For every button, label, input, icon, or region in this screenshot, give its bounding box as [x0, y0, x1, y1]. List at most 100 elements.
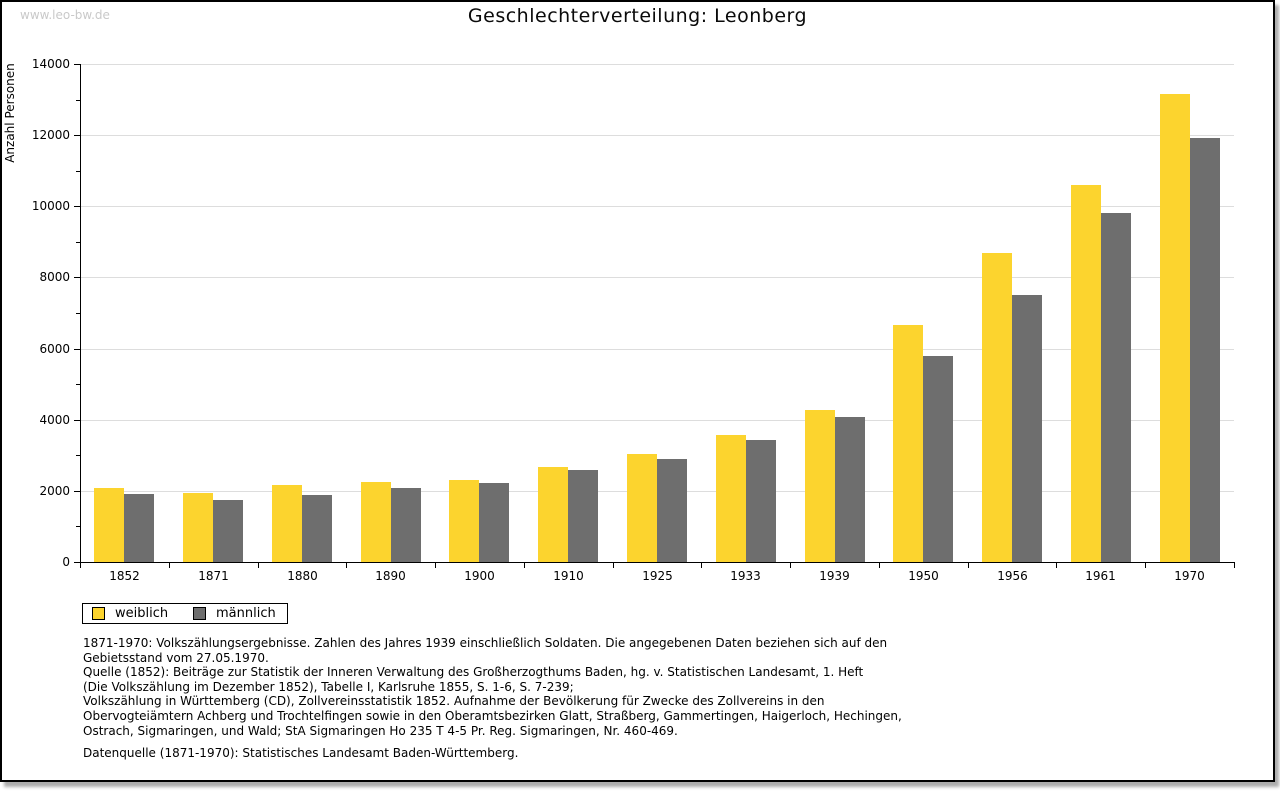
- x-tick-label-1900: 1900: [464, 569, 495, 583]
- x-tick-label-1933: 1933: [730, 569, 761, 583]
- x-tick-label-1890: 1890: [375, 569, 406, 583]
- bar-weiblich-1956: [982, 253, 1012, 562]
- bar-männlich-1871: [213, 500, 243, 562]
- x-axis-line: [80, 562, 1235, 563]
- x-tick: [790, 562, 791, 568]
- gridline: [80, 277, 1234, 278]
- bar-weiblich-1970: [1160, 94, 1190, 562]
- bar-männlich-1970: [1190, 138, 1220, 562]
- footnote-line: (Die Volkszählung im Dezember 1852), Tab…: [83, 679, 574, 694]
- footnote-line: Gebietsstand vom 27.05.1970.: [83, 650, 269, 665]
- x-tick: [1056, 562, 1057, 568]
- y-major-tick: [74, 349, 80, 350]
- x-tick: [613, 562, 614, 568]
- x-tick-label-1880: 1880: [287, 569, 318, 583]
- y-major-tick: [74, 64, 80, 65]
- y-tick-label: 10000: [31, 199, 70, 213]
- x-tick: [1145, 562, 1146, 568]
- y-minor-tick: [76, 171, 80, 172]
- gridline: [80, 420, 1234, 421]
- x-tick-label-1910: 1910: [553, 569, 584, 583]
- footnote-line: Quelle (1852): Beiträge zur Statistik de…: [83, 665, 864, 680]
- x-tick: [1234, 562, 1235, 568]
- bar-männlich-1852: [124, 494, 154, 562]
- y-minor-tick: [76, 313, 80, 314]
- y-major-tick: [74, 420, 80, 421]
- x-tick: [701, 562, 702, 568]
- legend-item-weiblich: weiblich: [92, 604, 168, 623]
- footnote-line: Volkszählung in Württemberg (CD), Zollve…: [83, 694, 825, 709]
- y-tick-label: 14000: [31, 57, 70, 71]
- x-tick: [258, 562, 259, 568]
- bar-weiblich-1910: [538, 467, 568, 562]
- bar-weiblich-1852: [94, 488, 124, 562]
- bar-weiblich-1900: [449, 480, 479, 562]
- bar-männlich-1933: [746, 440, 776, 562]
- bar-männlich-1961: [1101, 213, 1131, 562]
- x-tick-label-1925: 1925: [642, 569, 673, 583]
- bar-weiblich-1890: [361, 482, 391, 562]
- bar-weiblich-1925: [627, 454, 657, 562]
- y-tick-label: 12000: [31, 128, 70, 142]
- y-tick-label: 0: [62, 555, 70, 569]
- bar-männlich-1925: [657, 459, 687, 562]
- y-major-tick: [74, 562, 80, 563]
- y-tick-label: 4000: [39, 413, 70, 427]
- bar-weiblich-1871: [183, 493, 213, 562]
- footnote-line: Obervogteiämtern Achberg und Trochtelfin…: [83, 708, 902, 723]
- bar-männlich-1910: [568, 470, 598, 562]
- x-tick-label-1950: 1950: [908, 569, 939, 583]
- x-tick: [80, 562, 81, 568]
- x-tick: [346, 562, 347, 568]
- footnote-line: 1871-1970: Volkszählungsergebnisse. Zahl…: [83, 636, 888, 650]
- x-tick: [968, 562, 969, 568]
- legend-item-männlich: männlich: [193, 604, 276, 623]
- bar-weiblich-1933: [716, 435, 746, 562]
- x-tick-label-1939: 1939: [819, 569, 850, 583]
- y-tick-label: 8000: [39, 270, 70, 284]
- y-major-tick: [74, 491, 80, 492]
- y-minor-tick: [76, 455, 80, 456]
- legend-swatch-weiblich: [92, 607, 105, 620]
- bar-männlich-1956: [1012, 295, 1042, 562]
- x-tick-label-1961: 1961: [1085, 569, 1116, 583]
- y-major-tick: [74, 206, 80, 207]
- legend-swatch-männlich: [193, 607, 206, 620]
- gridline: [80, 349, 1234, 350]
- gridline: [80, 206, 1234, 207]
- bar-männlich-1880: [302, 495, 332, 562]
- y-major-tick: [74, 135, 80, 136]
- datasource-note: Datenquelle (1871-1970): Statistisches L…: [83, 746, 519, 760]
- y-tick-label: 2000: [39, 484, 70, 498]
- bar-männlich-1890: [391, 488, 421, 562]
- x-tick: [169, 562, 170, 568]
- x-tick: [524, 562, 525, 568]
- x-tick-label-1970: 1970: [1174, 569, 1205, 583]
- x-tick-label-1852: 1852: [109, 569, 140, 583]
- y-minor-tick: [76, 384, 80, 385]
- watermark: www.leo-bw.de: [20, 8, 110, 22]
- x-tick-label-1871: 1871: [198, 569, 229, 583]
- legend-label: weiblich: [115, 606, 169, 621]
- bar-weiblich-1939: [805, 410, 835, 562]
- bar-männlich-1900: [479, 483, 509, 562]
- bar-männlich-1950: [923, 356, 953, 562]
- footnote-line: Ostrach, Sigmaringen, und Wald; StA Sigm…: [83, 723, 678, 738]
- x-tick: [435, 562, 436, 568]
- gridline: [80, 135, 1234, 136]
- gridline: [80, 64, 1234, 65]
- legend: weiblich männlich: [82, 603, 288, 624]
- y-minor-tick: [76, 526, 80, 527]
- bar-weiblich-1950: [893, 325, 923, 562]
- bar-männlich-1939: [835, 417, 865, 562]
- bar-weiblich-1880: [272, 485, 302, 562]
- y-major-tick: [74, 277, 80, 278]
- x-tick-label-1956: 1956: [997, 569, 1028, 583]
- y-minor-tick: [76, 100, 80, 101]
- footnotes: 1871-1970: Volkszählungsergebnisse. Zahl…: [83, 636, 943, 738]
- y-minor-tick: [76, 242, 80, 243]
- legend-label: männlich: [216, 606, 276, 621]
- y-axis-label: Anzahl Personen: [3, 63, 17, 163]
- y-tick-label: 6000: [39, 342, 70, 356]
